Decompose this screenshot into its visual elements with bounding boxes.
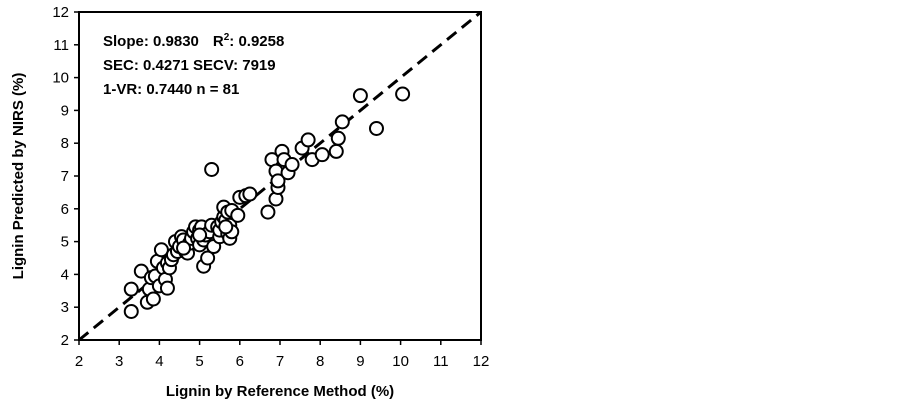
y-tick-label: 12 — [52, 4, 69, 21]
ticks-layer — [74, 11, 482, 345]
x-tick-label: 10 — [392, 353, 409, 370]
data-point — [260, 204, 276, 220]
y-tick-label: 9 — [61, 102, 69, 119]
y-tick-label: 7 — [61, 168, 69, 185]
x-axis-title: Lignin by Reference Method (%) — [166, 383, 394, 400]
data-point — [334, 114, 350, 130]
x-tick-label: 2 — [75, 353, 83, 370]
data-point — [176, 240, 192, 256]
x-tick-label: 9 — [356, 353, 364, 370]
data-point — [284, 157, 300, 173]
x-tick-label: 7 — [276, 353, 284, 370]
data-point — [395, 86, 411, 102]
stats-line-slope-r2: Slope: 0.9830 R2: 0.9258 — [103, 32, 284, 50]
data-point — [159, 280, 175, 296]
data-point — [368, 120, 384, 136]
data-point — [192, 227, 208, 243]
y-tick-label: 4 — [61, 266, 69, 283]
data-point — [352, 88, 368, 104]
stats-line-vr: 1-VR: 0.7440 n = 81 — [103, 81, 239, 98]
y-tick-label: 5 — [61, 234, 69, 251]
stats-r-superscript: 2 — [224, 32, 230, 43]
stats-r-symbol: R — [213, 33, 224, 50]
y-tick-label: 2 — [61, 332, 69, 349]
y-tick-label: 10 — [52, 70, 69, 87]
data-point — [270, 173, 286, 189]
y-tick-labels: 2 3 4 5 6 7 8 9 10 11 12 — [52, 4, 69, 349]
data-point — [242, 186, 258, 202]
y-tick-label: 3 — [61, 299, 69, 316]
x-tick-label: 6 — [236, 353, 244, 370]
x-tick-label: 11 — [433, 353, 449, 370]
y-tick-label: 11 — [53, 37, 69, 54]
points-layer — [123, 86, 411, 319]
data-point — [218, 219, 234, 235]
y-tick-label: 8 — [61, 135, 69, 152]
stats-slope-text: Slope: 0.9830 — [103, 33, 199, 50]
data-point — [123, 281, 139, 297]
data-point — [204, 161, 220, 177]
y-axis-title: Lignin Predicted by NIRS (%) — [10, 73, 27, 280]
stats-r2-value: : 0.9258 — [229, 33, 284, 50]
x-tick-label: 8 — [316, 353, 324, 370]
data-point — [200, 250, 216, 266]
y-tick-label: 6 — [61, 201, 69, 218]
data-point — [230, 207, 246, 223]
data-point — [314, 147, 330, 163]
x-tick-label: 5 — [195, 353, 203, 370]
data-point — [145, 291, 161, 307]
x-tick-label: 3 — [115, 353, 123, 370]
data-point — [123, 303, 139, 319]
data-point — [328, 143, 344, 159]
data-point — [153, 242, 169, 258]
x-tick-labels: 2 3 4 5 6 7 8 9 10 11 12 — [75, 353, 490, 370]
x-tick-label: 4 — [155, 353, 163, 370]
data-point — [330, 130, 346, 146]
stats-annotation: Slope: 0.9830 R2: 0.9258 SEC: 0.4271 SECV… — [103, 32, 284, 98]
x-tick-label: 12 — [473, 353, 490, 370]
stats-line-sec: SEC: 0.4271 SECV: 7919 — [103, 57, 276, 74]
data-point — [300, 132, 316, 148]
